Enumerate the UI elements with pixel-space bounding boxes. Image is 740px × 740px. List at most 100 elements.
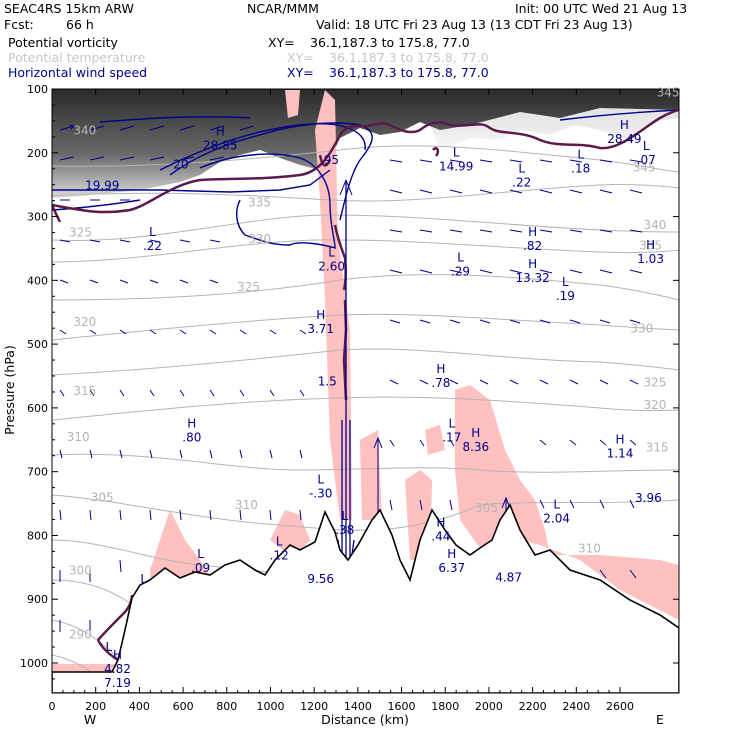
extremum-letter: H: [316, 308, 325, 322]
y-tick-label: 100: [27, 83, 48, 96]
extremum-value: .82: [523, 239, 542, 253]
extremum-letter: L: [643, 139, 650, 153]
extremum-value: 1.03: [637, 252, 664, 266]
extremum-letter: H: [187, 416, 196, 430]
x-tick-label: 2200: [519, 700, 547, 713]
theta-label: 325: [237, 280, 260, 294]
theta-label: 330: [630, 321, 653, 335]
org-label: NCAR/MMM: [247, 1, 319, 16]
field-xy-label-theta: XY=: [287, 50, 314, 65]
field-xy-value-pv: 36.1,187.3 to 175.8, 77.0: [310, 35, 470, 50]
y-tick-label: 1000: [20, 657, 48, 670]
theta-label: 335: [248, 196, 271, 210]
x-tick-label: 400: [129, 700, 150, 713]
axes: 0 200 400 600 800 1000 1200 1400 1600 1800 2000 220…: [20, 83, 679, 713]
x-tick-label: 1200: [300, 700, 328, 713]
y-tick-label: 900: [27, 593, 48, 606]
theta-label: 315: [73, 384, 96, 398]
x-axis-title: Distance (km): [321, 712, 409, 727]
x-tick-label: 0: [49, 700, 56, 713]
extremum-value: .44: [431, 529, 450, 543]
extremum-letter: L: [328, 245, 335, 259]
endpoint-west: W: [84, 712, 96, 727]
theta-label: 325: [644, 376, 667, 390]
extremum-value: 13.32: [515, 271, 549, 285]
extremum-letter: L: [149, 225, 156, 239]
theta-label: 320: [73, 315, 96, 329]
theta-label: 345: [633, 161, 656, 175]
extremum-letter: L: [140, 572, 147, 586]
x-tick-label: 1000: [256, 700, 284, 713]
extremum-value: .22: [512, 175, 531, 189]
x-tick-label: 2000: [475, 700, 503, 713]
x-tick-label: 1800: [431, 700, 459, 713]
extremum-value: .22: [143, 239, 162, 253]
theta-label: 325: [69, 226, 92, 240]
theta-label: 340: [73, 124, 96, 138]
extremum-value: .29: [451, 265, 470, 279]
plot-frame: [51, 88, 680, 694]
y-tick-label: 600: [27, 402, 48, 415]
extremum-value: 4.82: [104, 662, 131, 676]
extremum-value: .12: [270, 548, 289, 562]
x-tick-label: 2400: [562, 700, 590, 713]
x-tick-label: 1600: [388, 700, 416, 713]
extremum-value: 9.56: [307, 572, 334, 586]
extremum-letter: H: [113, 648, 122, 662]
extremum-letter: H: [216, 124, 225, 138]
extremum-letter: H: [646, 238, 655, 252]
extremum-letter: L: [518, 161, 525, 175]
extremum-value: .38: [335, 523, 354, 537]
extremum-value: .17: [442, 430, 461, 444]
extremum-value: .09: [191, 561, 210, 575]
extremum-letter: H: [436, 362, 445, 376]
extremum-value: 2.60: [318, 259, 345, 273]
field-xy-label-wind: XY=: [287, 65, 314, 80]
extremum-value: .80: [182, 430, 201, 444]
y-tick-label: 400: [27, 274, 48, 287]
theta-labels: 340 335 330 325 325 320 315 310 310 305 300 290 345 3…: [67, 85, 680, 641]
extremum-letter: H: [528, 225, 537, 239]
theta-label: 335: [639, 238, 662, 252]
x-tick-label: 1400: [344, 700, 372, 713]
extremum-value: .19: [556, 289, 575, 303]
fcst-label: Fcst:: [4, 17, 34, 32]
extremum-value: 3.96: [635, 491, 662, 505]
extremum-letter: L: [577, 147, 584, 161]
extremum-value: 14.99: [439, 159, 473, 173]
field-xy-value-wind: 36.1,187.3 to 175.8, 77.0: [329, 65, 489, 80]
extremum-value: 3.71: [307, 322, 334, 336]
extremum-value: 7.19: [104, 676, 131, 690]
extremum-value: -.30: [309, 487, 332, 501]
theta-label: 305: [475, 501, 498, 515]
terrain-surface: [52, 503, 679, 693]
extremum-letter: H: [615, 432, 624, 446]
extremum-value: .78: [431, 376, 450, 390]
extremum-value: 8.36: [462, 440, 489, 454]
extremum-letter: L: [317, 473, 324, 487]
y-tick-label: 200: [27, 147, 48, 160]
extremum-letter: L: [197, 547, 204, 561]
extremum-value: 1.14: [607, 446, 634, 460]
extremum-letter: L: [341, 509, 348, 523]
theta-label: 340: [644, 218, 667, 232]
model-title: SEAC4RS 15km ARW: [4, 1, 134, 16]
extremum-value: 1.5: [318, 374, 337, 388]
extremum-letter: H: [528, 257, 537, 271]
x-tick-label: 2600: [606, 700, 634, 713]
extremum-letter: H: [447, 547, 456, 561]
field-name-theta: Potential temperature: [8, 50, 146, 65]
extremum-value: .07: [637, 153, 656, 167]
theta-label: 315: [646, 441, 669, 455]
field-name-pv: Potential vorticity: [8, 35, 118, 50]
y-tick-label: 700: [27, 466, 48, 479]
extremum-letter: L: [553, 497, 560, 511]
extremum-value: 4.87: [495, 571, 522, 585]
y-tick-label: 500: [27, 338, 48, 351]
theta-label: 310: [578, 541, 601, 555]
wind-speed-contours: [52, 109, 679, 249]
endpoint-east: E: [656, 712, 664, 727]
y-tick-label: 800: [27, 529, 48, 542]
